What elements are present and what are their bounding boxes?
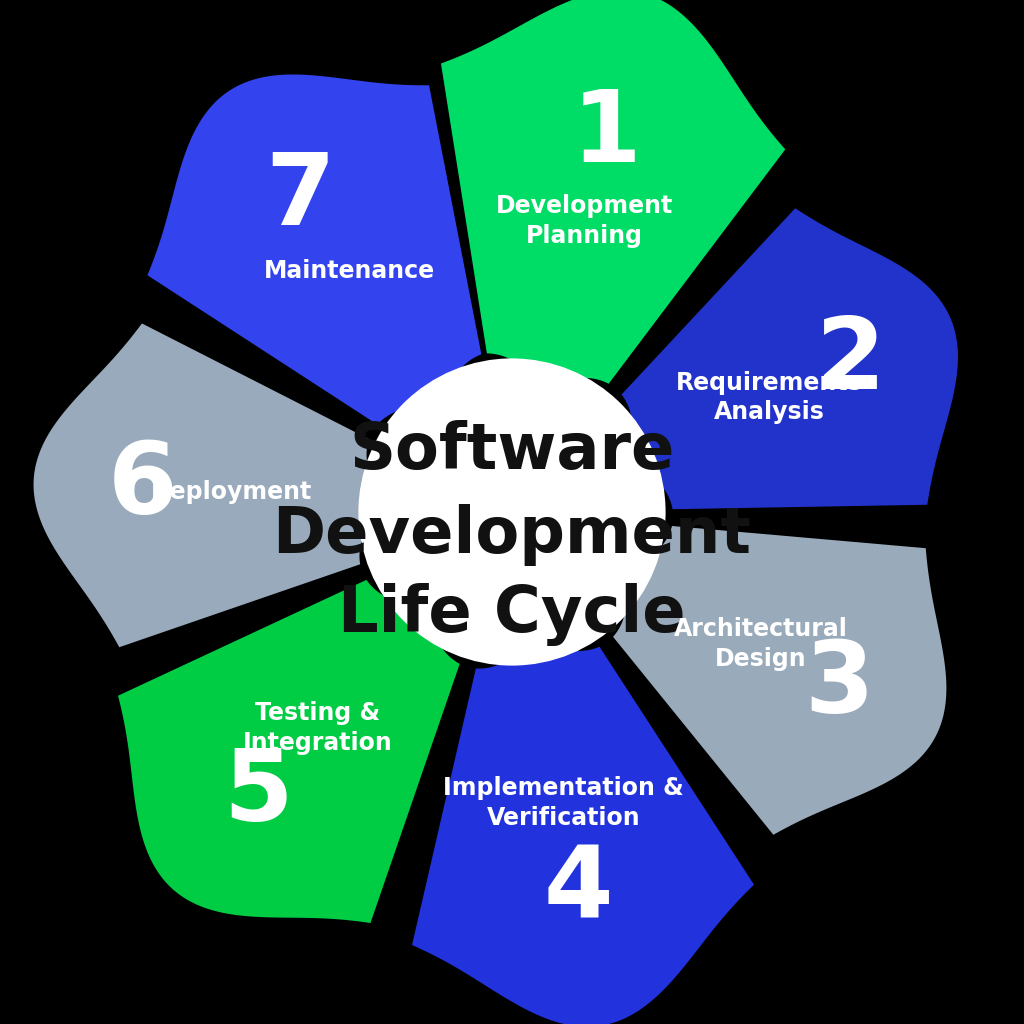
Text: Life Cycle: Life Cycle [338, 583, 686, 646]
Text: Software: Software [349, 421, 675, 482]
Polygon shape [147, 75, 481, 425]
Polygon shape [441, 0, 785, 384]
Text: 6: 6 [109, 437, 178, 535]
Text: Maintenance: Maintenance [264, 259, 435, 283]
Text: Testing &
Integration: Testing & Integration [243, 701, 392, 755]
Text: Deployment: Deployment [151, 480, 311, 505]
Text: Requirements
Analysis: Requirements Analysis [676, 371, 862, 424]
Text: Development
Planning: Development Planning [496, 194, 673, 248]
Text: 2: 2 [815, 313, 885, 410]
Polygon shape [412, 644, 754, 1024]
Text: Architectural
Design: Architectural Design [674, 617, 848, 671]
Text: 3: 3 [804, 637, 873, 734]
Text: 1: 1 [571, 86, 641, 183]
Text: Development: Development [272, 504, 752, 566]
Polygon shape [622, 208, 957, 509]
Polygon shape [613, 526, 946, 835]
Text: 5: 5 [223, 745, 293, 843]
Polygon shape [118, 580, 460, 923]
Circle shape [358, 358, 666, 666]
Text: Implementation &
Verification: Implementation & Verification [443, 776, 684, 829]
Text: 4: 4 [544, 842, 613, 939]
Text: 7: 7 [265, 150, 335, 246]
Polygon shape [34, 324, 378, 647]
